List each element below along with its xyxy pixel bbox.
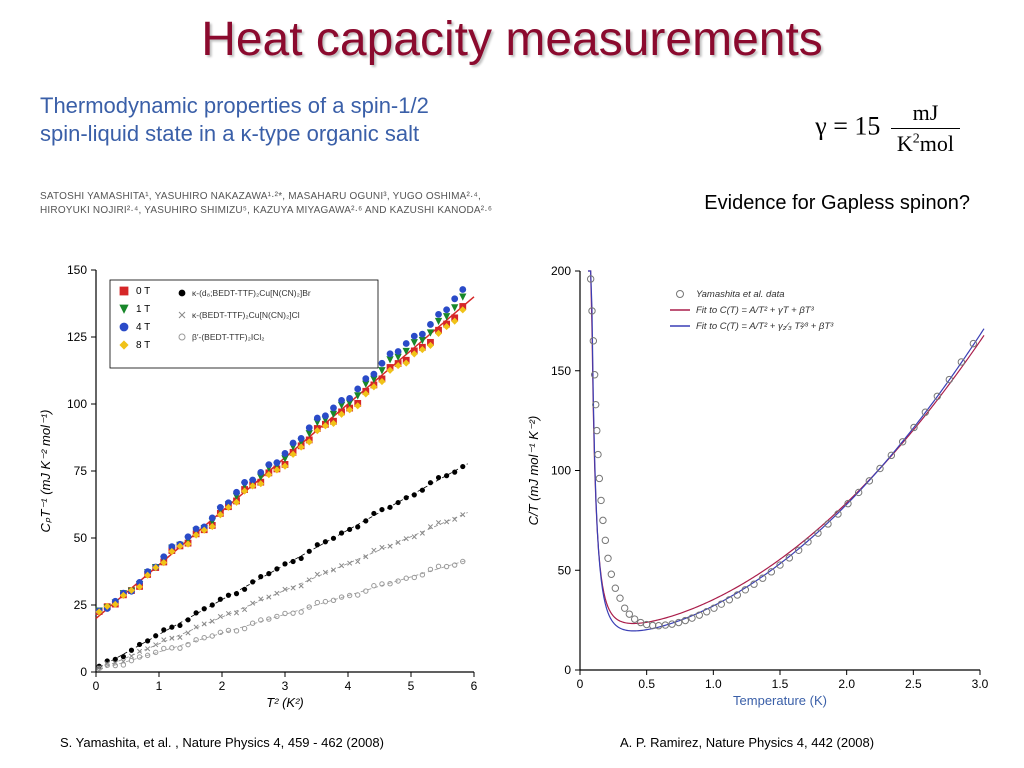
- svg-text:Yamashita et al. data: Yamashita et al. data: [696, 289, 785, 300]
- svg-text:100: 100: [551, 464, 571, 478]
- svg-text:150: 150: [551, 364, 571, 378]
- svg-text:5: 5: [408, 679, 415, 693]
- svg-text:4 T: 4 T: [136, 322, 150, 333]
- svg-text:4: 4: [345, 679, 352, 693]
- svg-text:β′-(BEDT-TTF)₂ICl₂: β′-(BEDT-TTF)₂ICl₂: [192, 332, 265, 342]
- svg-text:CₚT⁻¹ (mJ K⁻² mol⁻¹): CₚT⁻¹ (mJ K⁻² mol⁻¹): [38, 410, 53, 533]
- gamma-equation: γ = 15 mJ K2mol: [815, 100, 964, 157]
- svg-text:κ-(BEDT-TTF)₂Cu[N(CN)₂]Cl: κ-(BEDT-TTF)₂Cu[N(CN)₂]Cl: [192, 310, 300, 320]
- svg-text:0: 0: [577, 677, 584, 691]
- svg-text:125: 125: [67, 330, 87, 344]
- svg-text:Fit to C(T) = A/T² + γ₂⁄₃ T²⁄³: Fit to C(T) = A/T² + γ₂⁄₃ T²⁄³ + βT³: [696, 321, 834, 332]
- svg-text:C/T (mJ mol⁻¹ K⁻²): C/T (mJ mol⁻¹ K⁻²): [526, 416, 541, 526]
- slide-title: Heat capacity measurements: [0, 12, 1024, 67]
- paper-title-line2: spin-liquid state in a κ-type organic sa…: [40, 121, 419, 146]
- svg-text:1.5: 1.5: [772, 677, 789, 691]
- svg-text:Fit to C(T) = A/T² + γT + βT³: Fit to C(T) = A/T² + γT + βT³: [696, 305, 815, 316]
- gamma-equals: = 15: [827, 111, 881, 140]
- svg-text:0: 0: [564, 663, 571, 677]
- authors-line1: SATOSHI YAMASHITA¹, YASUHIRO NAKAZAWA¹·²…: [40, 191, 481, 202]
- svg-text:2.0: 2.0: [838, 677, 855, 691]
- left-citation: S. Yamashita, et al. , Nature Physics 4,…: [60, 735, 384, 750]
- svg-text:3.0: 3.0: [972, 677, 989, 691]
- svg-text:0.5: 0.5: [638, 677, 655, 691]
- authors-line2: HIROYUKI NOJIRI²·⁴, YASUHIRO SHIMIZU⁵, K…: [40, 205, 492, 216]
- svg-text:2: 2: [219, 679, 226, 693]
- svg-text:0: 0: [93, 679, 100, 693]
- svg-text:75: 75: [74, 464, 88, 478]
- gamma-symbol: γ: [815, 111, 827, 140]
- paper-title: Thermodynamic properties of a spin-1/2 s…: [40, 92, 580, 147]
- svg-text:50: 50: [74, 531, 88, 545]
- svg-text:Temperature (K): Temperature (K): [733, 693, 827, 708]
- svg-text:200: 200: [551, 265, 571, 278]
- svg-text:1 T: 1 T: [136, 304, 150, 315]
- gamma-denominator: K2mol: [891, 129, 960, 157]
- svg-text:2.5: 2.5: [905, 677, 922, 691]
- svg-text:150: 150: [67, 263, 87, 277]
- paper-title-line1: Thermodynamic properties of a spin-1/2: [40, 93, 429, 118]
- svg-text:100: 100: [67, 397, 87, 411]
- svg-text:0 T: 0 T: [136, 286, 150, 297]
- svg-text:T² (K²): T² (K²): [266, 695, 304, 710]
- svg-text:6: 6: [471, 679, 478, 693]
- paper-authors: SATOSHI YAMASHITA¹, YASUHIRO NAKAZAWA¹·²…: [40, 190, 580, 218]
- left-chart: 0 1 2 3 4 5 6 0 25 50 75 100 125 150 T² (K²) CₚT⁻¹ (mJ …: [34, 262, 484, 717]
- svg-text:50: 50: [558, 563, 572, 577]
- svg-text:0: 0: [80, 665, 87, 679]
- svg-text:3: 3: [282, 679, 289, 693]
- svg-text:25: 25: [74, 598, 88, 612]
- gamma-numerator: mJ: [891, 100, 960, 129]
- svg-text:1: 1: [156, 679, 163, 693]
- right-chart: 0 0.5 1.0 1.5 2.0 2.5 3.0 0 50 100 150 200 Temperatu…: [522, 265, 992, 715]
- slide: Heat capacity measurements Thermodynamic…: [0, 0, 1024, 768]
- evidence-caption: Evidence for Gapless spinon?: [700, 190, 974, 217]
- svg-text:1.0: 1.0: [705, 677, 722, 691]
- svg-text:κ-(d₈;BEDT-TTF)₂Cu[N(CN)₂]Br: κ-(d₈;BEDT-TTF)₂Cu[N(CN)₂]Br: [192, 288, 311, 298]
- svg-text:8 T: 8 T: [136, 340, 150, 351]
- right-citation: A. P. Ramirez, Nature Physics 4, 442 (20…: [620, 735, 874, 750]
